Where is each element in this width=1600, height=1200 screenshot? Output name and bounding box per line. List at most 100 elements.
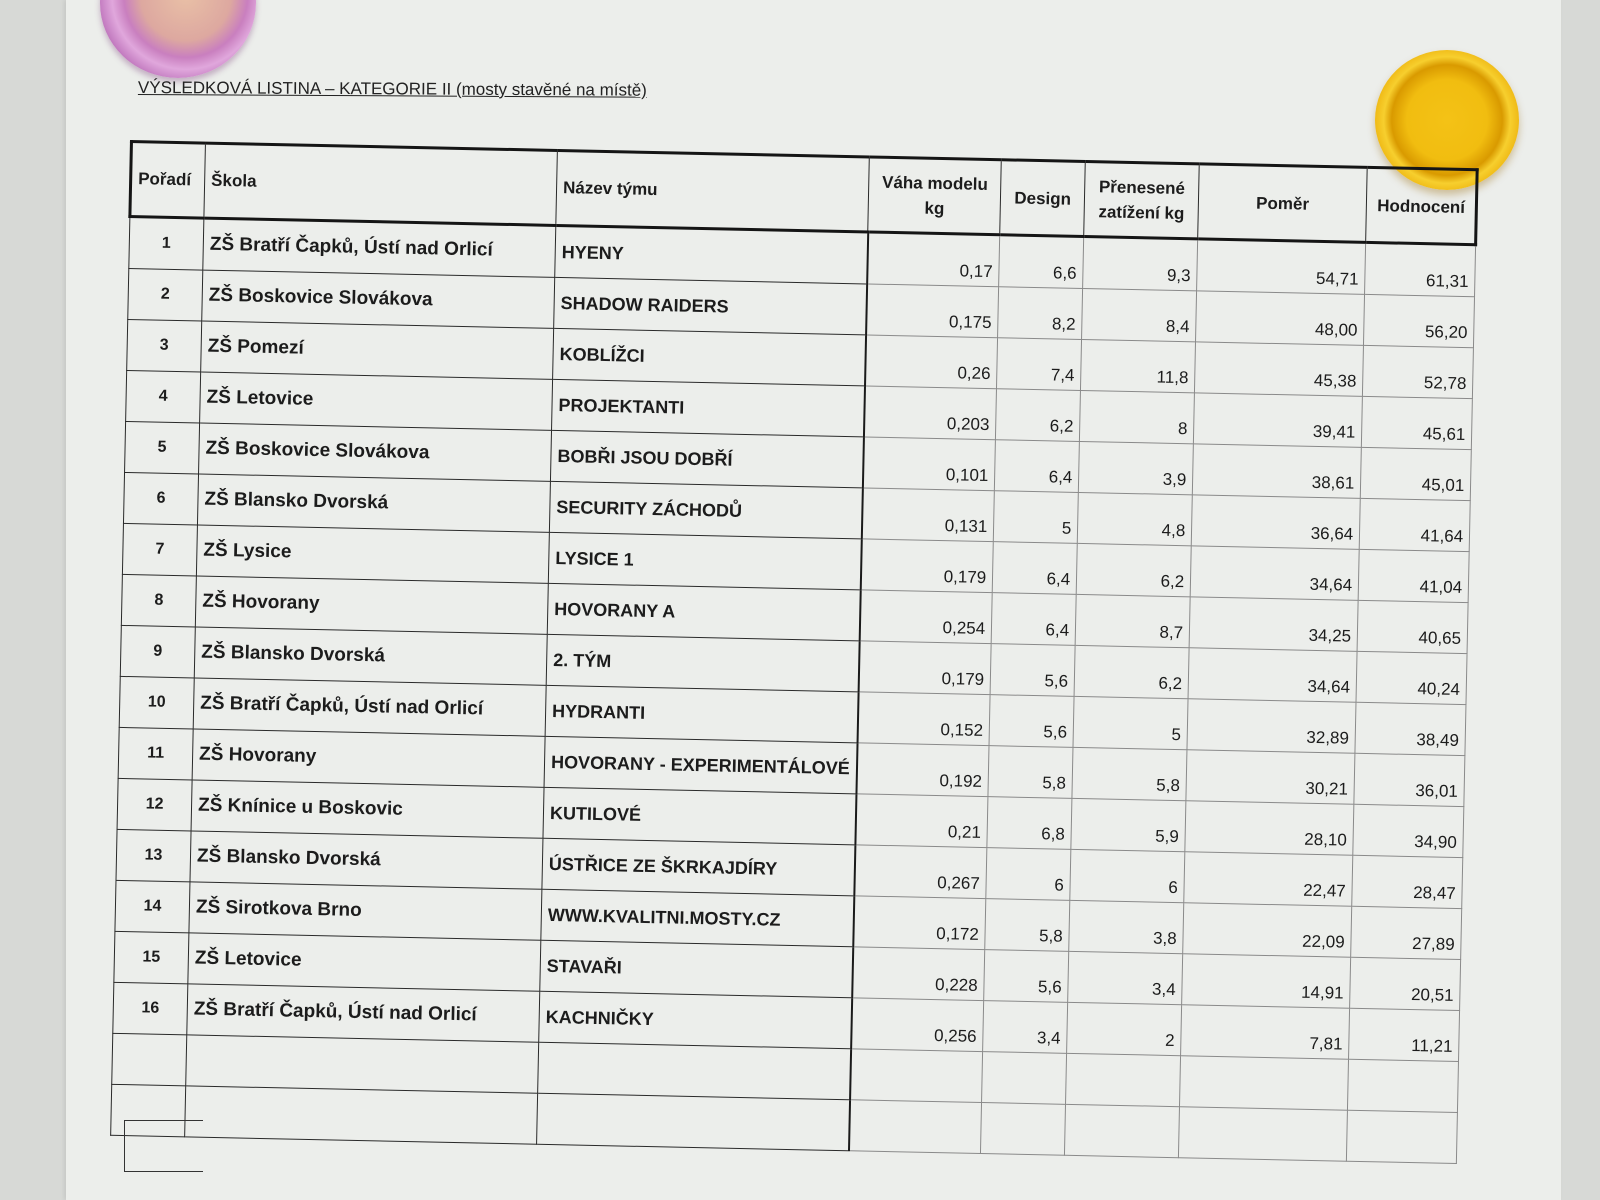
cell-school: ZŠ Sirotkova Brno (188, 881, 542, 941)
cell-weight: 0,131 (861, 487, 995, 542)
header-load: Přenesené zatížení kg (1083, 161, 1200, 239)
cell-team: WWW.KVALITNI.MOSTY.CZ (540, 889, 855, 947)
cell-ratio: 34,25 (1189, 596, 1359, 652)
cell-weight: 0,256 (850, 997, 984, 1052)
cell-design: 5,8 (988, 745, 1074, 799)
cell-score: 11,21 (1348, 1008, 1460, 1062)
cell-school: ZŠ Knínice u Boskovic (191, 779, 545, 839)
header-weight: Váha modelu kg (867, 156, 1002, 235)
cell-school: ZŠ Blansko Dvorská (194, 626, 548, 686)
cell-score: 40,24 (1356, 651, 1468, 705)
cell-weight: 0,179 (858, 640, 992, 695)
cell-team: BOBŘI JSOU DOBŘÍ (550, 430, 864, 488)
cell-load: 5 (1073, 696, 1189, 750)
cell-school: ZŠ Letovice (187, 932, 541, 992)
cell-rank: 4 (125, 370, 201, 424)
cell-rank: 2 (127, 268, 203, 322)
cell-school: ZŠ Blansko Dvorská (189, 830, 543, 890)
cell-weight: 0,175 (865, 283, 999, 338)
cell-score: 20,51 (1349, 957, 1461, 1011)
cell-weight: 0,228 (851, 946, 985, 1001)
cell-load: 3,4 (1067, 951, 1183, 1005)
header-rank: Pořadí (129, 141, 206, 219)
cell-rank: 12 (117, 778, 193, 831)
cell-team-empty (536, 1093, 850, 1151)
cell-score: 45,61 (1361, 396, 1473, 450)
cell-weight: 0,267 (854, 844, 988, 899)
cell-ratio: 22,09 (1182, 902, 1352, 958)
cell-load: 4,8 (1077, 492, 1193, 546)
cell-rank: 5 (124, 421, 200, 475)
cell-team: HOVORANY - EXPERIMENTÁLOVÉ (544, 736, 858, 794)
cell-design: 5 (993, 490, 1079, 544)
cell-load: 6 (1070, 849, 1186, 903)
cell-team: HYDRANTI (545, 685, 859, 743)
cell-design: 3,4 (982, 1000, 1068, 1054)
cell-load: 5,8 (1072, 747, 1188, 801)
cell-score: 34,90 (1353, 804, 1465, 858)
cell-weight: 0,172 (852, 895, 987, 950)
cell-school: ZŠ Pomezí (200, 321, 554, 380)
cell-rank: 16 (112, 982, 188, 1035)
cell-design-empty (980, 1102, 1066, 1156)
cell-ratio: 7,81 (1180, 1004, 1350, 1060)
cell-ratio: 14,91 (1181, 953, 1351, 1009)
cell-ratio: 32,89 (1187, 698, 1357, 754)
cell-score: 45,01 (1360, 447, 1472, 501)
cell-ratio: 28,10 (1185, 800, 1355, 856)
cell-weight: 0,17 (866, 231, 1000, 287)
cell-ratio: 54,71 (1196, 238, 1366, 295)
header-team: Název týmu (555, 150, 870, 232)
cell-load: 9,3 (1082, 236, 1198, 291)
cell-load: 8 (1079, 390, 1195, 444)
cell-rank: 6 (123, 472, 199, 525)
cell-school: ZŠ Letovice (199, 372, 553, 431)
cell-score: 27,89 (1350, 906, 1462, 960)
cell-design: 6,4 (991, 592, 1077, 646)
cell-load-empty (1064, 1104, 1180, 1158)
cell-design: 6 (986, 847, 1072, 901)
cell-weight: 0,179 (860, 538, 994, 593)
cell-ratio: 36,64 (1191, 494, 1361, 550)
cell-load: 3,8 (1068, 900, 1184, 954)
cell-team: PROJEKTANTI (551, 379, 865, 437)
paper-sheet (66, 0, 1561, 1200)
cell-design: 6,4 (992, 541, 1078, 595)
cell-team: HOVORANY A (547, 583, 861, 641)
cell-rank: 11 (118, 727, 194, 780)
cell-weight: 0,152 (857, 691, 991, 746)
header-score: Hodnocení (1365, 167, 1478, 245)
cell-load: 2 (1066, 1002, 1182, 1056)
cell-weight: 0,21 (855, 793, 989, 848)
cell-score-empty (1346, 1110, 1458, 1164)
cell-school: ZŠ Bratří Čapků, Ústí nad Orlicí (202, 218, 556, 278)
cell-ratio: 30,21 (1186, 749, 1356, 805)
cell-design: 6,4 (994, 439, 1080, 493)
cell-rank: 8 (121, 574, 197, 627)
results-body: 1 ZŠ Bratří Čapků, Ústí nad Orlicí HYENY 0,… (110, 216, 1476, 1164)
cell-team: KOBLÍŽCI (552, 328, 866, 386)
cell-rank: 3 (126, 319, 202, 373)
cell-score: 56,20 (1363, 294, 1475, 348)
cell-ratio: 38,61 (1192, 443, 1362, 499)
cell-ratio: 34,64 (1188, 647, 1358, 703)
cell-load: 3,9 (1078, 441, 1194, 495)
cell-weight: 0,26 (864, 334, 998, 389)
cell-school: ZŠ Hovorany (195, 575, 549, 635)
cell-rank-empty (111, 1033, 187, 1086)
cell-weight: 0,254 (859, 589, 993, 644)
cell-ratio: 39,41 (1193, 392, 1363, 448)
cell-design: 6,8 (987, 796, 1073, 850)
cell-load: 11,8 (1080, 339, 1196, 393)
cell-rank: 9 (120, 625, 196, 678)
empty-box (124, 1120, 203, 1172)
cell-rank: 10 (119, 676, 195, 729)
cell-load: 8,7 (1075, 594, 1191, 648)
cell-rank: 13 (115, 829, 192, 882)
cell-weight: 0,101 (862, 436, 996, 491)
cell-score: 41,64 (1359, 498, 1471, 552)
cell-school-empty (185, 1034, 539, 1094)
cell-ratio: 34,64 (1190, 545, 1360, 601)
document-title: VÝSLEDKOVÁ LISTINA – KATEGORIE II (mosty… (137, 78, 647, 100)
cell-ratio: 48,00 (1195, 290, 1365, 346)
